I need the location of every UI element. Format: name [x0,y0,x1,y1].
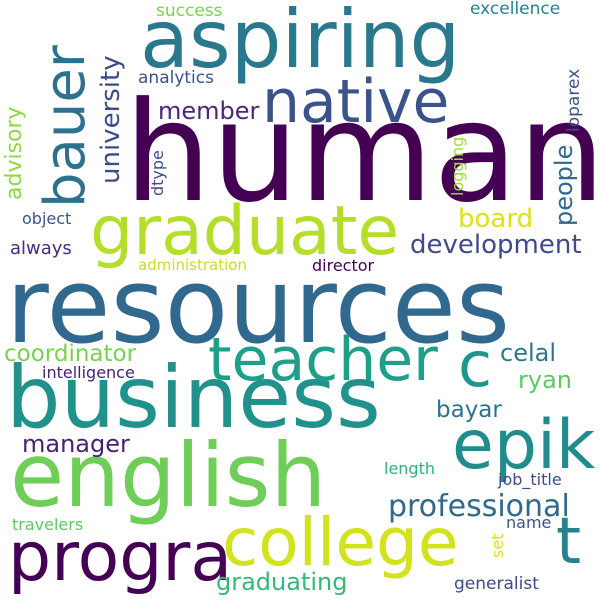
word-native: native [262,67,450,137]
word-member: member [158,97,260,125]
word-celal: celal [500,339,557,367]
word-job_title: job_title [498,470,562,489]
word-university: university [96,55,126,184]
word-development: development [410,230,582,260]
word-epik: epik [452,406,596,485]
word-travelers: travelers [12,515,84,534]
word-t: t [556,505,582,579]
word-always: always [10,238,72,259]
word-intelligence: intelligence [42,363,135,382]
word-resources: resources [6,245,511,367]
word-people: people [550,144,578,226]
word-object: object [22,209,72,228]
word-ryan: ryan [518,366,572,394]
word-length: length [384,459,435,478]
word-advisory: advisory [2,106,27,200]
word-coordinator: coordinator [4,341,137,367]
word-english: english [10,424,327,527]
word-director: director [312,256,375,275]
word-business: business [6,348,381,448]
word-excellence: excellence [470,0,561,19]
word-analytics: analytics [138,68,214,88]
word-administration: administration [138,256,247,274]
word-board: board [458,204,534,234]
word-generalist: generalist [454,574,539,594]
word-logging: logging [448,136,467,196]
word-graduating: graduating [216,568,348,596]
word-aspiring: aspiring [140,0,461,86]
word-success: success [156,1,223,21]
word-name: name [506,513,552,532]
word-dtype: dtype [148,150,167,196]
word-set: set [488,533,507,558]
word-bayar: bayar [436,397,502,423]
word-graduate: graduate [90,192,400,271]
word-c: c [458,328,493,401]
word-professional: professional [388,489,570,524]
word-loparex: loparex [564,68,584,132]
word-manager: manager [22,430,130,458]
word-college: college [222,504,459,581]
word-teacher: teacher [208,325,438,395]
word-progra: progra [8,518,233,597]
word-human: human [124,72,600,233]
word-bauer: bauer [33,45,98,208]
